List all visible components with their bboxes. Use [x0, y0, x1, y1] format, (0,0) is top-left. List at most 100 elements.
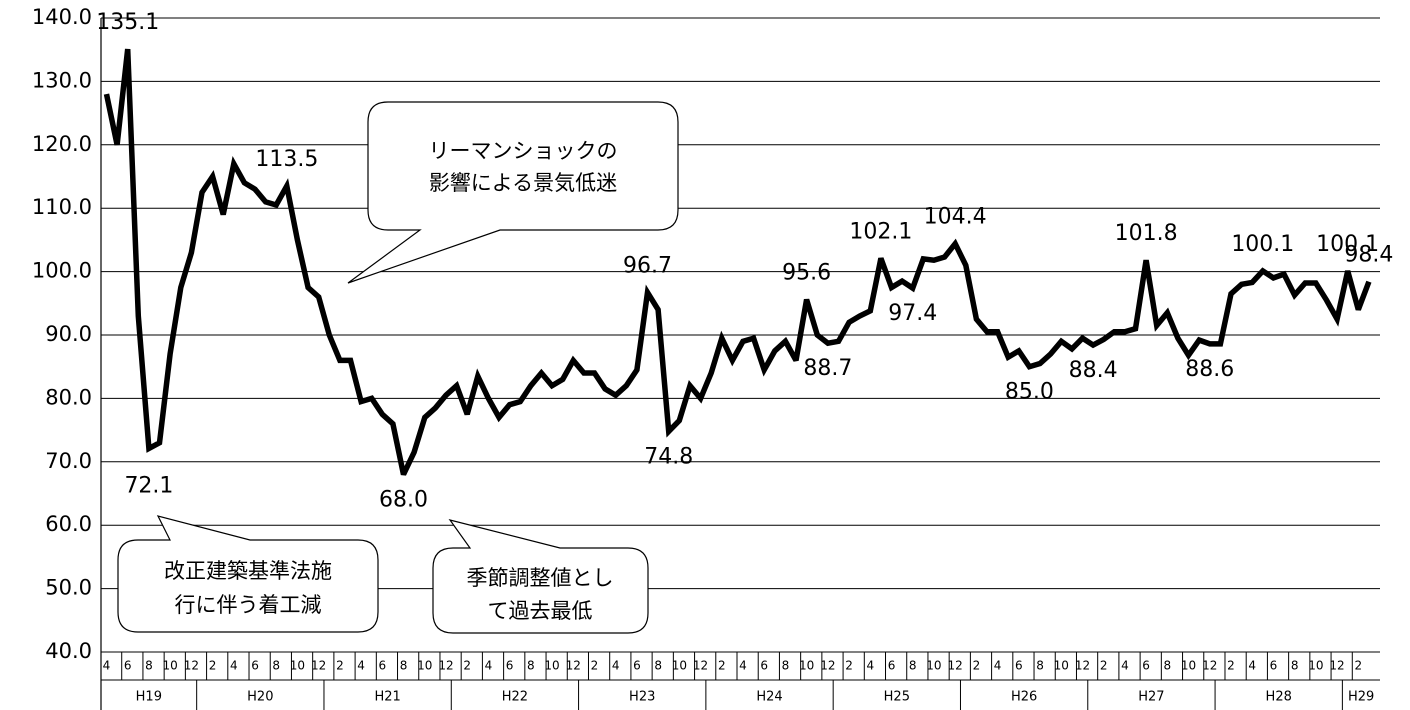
x-tick-label: 12: [566, 659, 581, 673]
data-label: 68.0: [379, 487, 428, 512]
x-tick-label: 10: [417, 659, 432, 673]
x-tick-label: 12: [1075, 659, 1090, 673]
x-tick-label: 12: [438, 659, 453, 673]
y-tick-label: 50.0: [45, 576, 92, 600]
year-label: H27: [1138, 690, 1164, 705]
x-tick-label: 10: [290, 659, 305, 673]
data-label: 113.5: [255, 147, 318, 172]
year-label: H23: [629, 690, 655, 705]
x-tick-label: 2: [209, 659, 217, 673]
annotation-text: 行に伴う着工減: [175, 593, 322, 617]
year-label: H21: [374, 690, 400, 705]
x-tick-label: 8: [145, 659, 153, 673]
data-label: 88.7: [803, 356, 852, 381]
x-tick-label: 4: [739, 659, 747, 673]
x-tick-label: 6: [378, 659, 386, 673]
data-line: [103, 48, 1372, 476]
x-tick-label: 2: [591, 659, 599, 673]
year-label: H25: [884, 690, 910, 705]
x-tick-label: 4: [485, 659, 493, 673]
year-label: H22: [502, 690, 528, 705]
x-tick-label: 2: [463, 659, 471, 673]
x-tick-label: 12: [311, 659, 326, 673]
x-tick-label: 2: [845, 659, 853, 673]
x-tick-label: 12: [948, 659, 963, 673]
x-tick-label: 12: [1329, 659, 1344, 673]
data-label: 72.1: [124, 473, 173, 498]
y-tick-label: 100.0: [32, 259, 92, 283]
x-tick-label: 6: [124, 659, 132, 673]
data-label: 98.4: [1344, 243, 1393, 268]
x-tick-label: 12: [1202, 659, 1217, 673]
x-tick-label: 2: [1354, 659, 1362, 673]
x-tick-label: 12: [820, 659, 835, 673]
data-label: 102.1: [849, 219, 912, 244]
annotation-text: て過去最低: [488, 599, 593, 623]
x-tick-label: 12: [184, 659, 199, 673]
x-tick-label: 10: [163, 659, 178, 673]
y-tick-label: 110.0: [32, 195, 92, 219]
y-tick-label: 90.0: [45, 322, 92, 346]
x-tick-label: 6: [888, 659, 896, 673]
y-tick-label: 70.0: [45, 449, 92, 473]
x-tick-label: 2: [1227, 659, 1235, 673]
data-label: 100.1: [1316, 232, 1379, 257]
x-tick-label: 8: [782, 659, 790, 673]
annotation-text: 影響による景気低迷: [429, 171, 617, 195]
x-tick-label: 4: [230, 659, 238, 673]
x-tick-label: 2: [1100, 659, 1108, 673]
y-tick-label: 120.0: [32, 132, 92, 156]
x-tick-label: 8: [1291, 659, 1299, 673]
x-tick-label: 10: [799, 659, 814, 673]
data-label: 135.1: [96, 10, 159, 35]
x-tick-label: 4: [612, 659, 620, 673]
x-tick-label: 8: [400, 659, 408, 673]
x-tick-label: 2: [336, 659, 344, 673]
x-tick-label: 6: [506, 659, 514, 673]
x-tick-label: 8: [272, 659, 280, 673]
callout-box: [117, 515, 379, 633]
x-tick-label: 4: [357, 659, 365, 673]
x-tick-label: 8: [654, 659, 662, 673]
x-tick-label: 4: [994, 659, 1002, 673]
x-tick-label: 4: [1248, 659, 1256, 673]
data-label: 100.1: [1231, 232, 1294, 257]
annotation-text: 季節調整値とし: [467, 566, 614, 590]
x-tick-label: 6: [1142, 659, 1150, 673]
x-tick-label: 8: [909, 659, 917, 673]
x-tick-label: 10: [544, 659, 559, 673]
year-label: H28: [1266, 690, 1292, 705]
data-label: 88.6: [1185, 357, 1234, 382]
annotation-text: リーマンショックの: [429, 139, 618, 163]
data-label: 88.4: [1069, 358, 1118, 383]
x-tick-label: 10: [672, 659, 687, 673]
callout-box: [347, 101, 679, 284]
x-tick-label: 12: [693, 659, 708, 673]
data-label: 101.8: [1115, 221, 1178, 246]
data-label: 96.7: [623, 254, 672, 279]
x-tick-label: 6: [1015, 659, 1023, 673]
x-tick-label: 6: [760, 659, 768, 673]
x-tick-label: 2: [718, 659, 726, 673]
year-label: H26: [1011, 690, 1037, 705]
x-tick-label: 8: [1036, 659, 1044, 673]
x-tick-label: 10: [1308, 659, 1323, 673]
y-tick-label: 60.0: [45, 512, 92, 536]
y-tick-label: 130.0: [32, 68, 92, 92]
x-tick-label: 4: [1121, 659, 1129, 673]
year-label: H19: [136, 690, 162, 705]
x-tick-label: 8: [1164, 659, 1172, 673]
y-tick-label: 80.0: [45, 385, 92, 409]
x-tick-label: 8: [527, 659, 535, 673]
data-label: 95.6: [782, 260, 831, 285]
data-label: 104.4: [924, 205, 987, 230]
x-tick-label: 6: [1270, 659, 1278, 673]
data-label: 97.4: [888, 301, 937, 326]
x-tick-label: 10: [1054, 659, 1069, 673]
annotation-text: 改正建築基準法施: [164, 559, 332, 583]
year-label: H24: [756, 690, 782, 705]
y-tick-label: 140.0: [32, 5, 92, 29]
x-tick-label: 4: [103, 659, 111, 673]
x-tick-label: 10: [1181, 659, 1196, 673]
